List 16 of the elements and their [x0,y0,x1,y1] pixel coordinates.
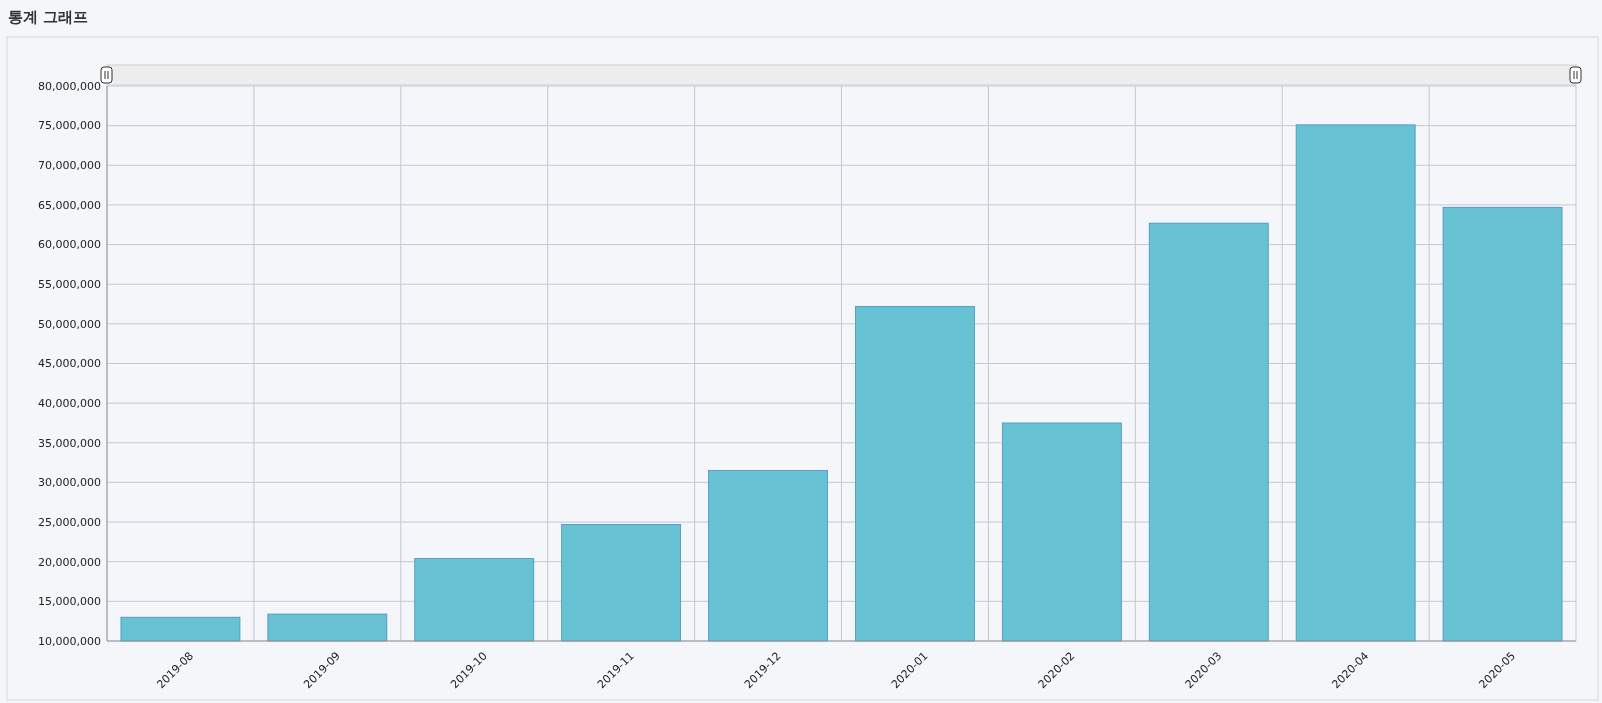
y-tick-label: 15,000,000 [38,595,101,609]
y-tick-label: 75,000,000 [38,119,101,133]
y-tick-label: 35,000,000 [38,436,101,450]
y-tick-label: 55,000,000 [38,278,101,292]
y-tick-label: 25,000,000 [38,515,101,529]
y-tick-label: 45,000,000 [38,357,101,371]
y-tick-label: 65,000,000 [38,198,101,212]
y-tick-label: 10,000,000 [38,634,101,648]
y-tick-label: 70,000,000 [38,159,101,173]
y-tick-label: 80,000,000 [38,79,101,93]
y-tick-label: 20,000,000 [38,555,101,569]
y-tick-label: 30,000,000 [38,476,101,490]
y-tick-label: 40,000,000 [38,396,101,410]
chart-title: 통계 그래프 [8,8,89,26]
y-tick-label: 50,000,000 [38,317,101,331]
y-tick-label: 60,000,000 [38,238,101,252]
